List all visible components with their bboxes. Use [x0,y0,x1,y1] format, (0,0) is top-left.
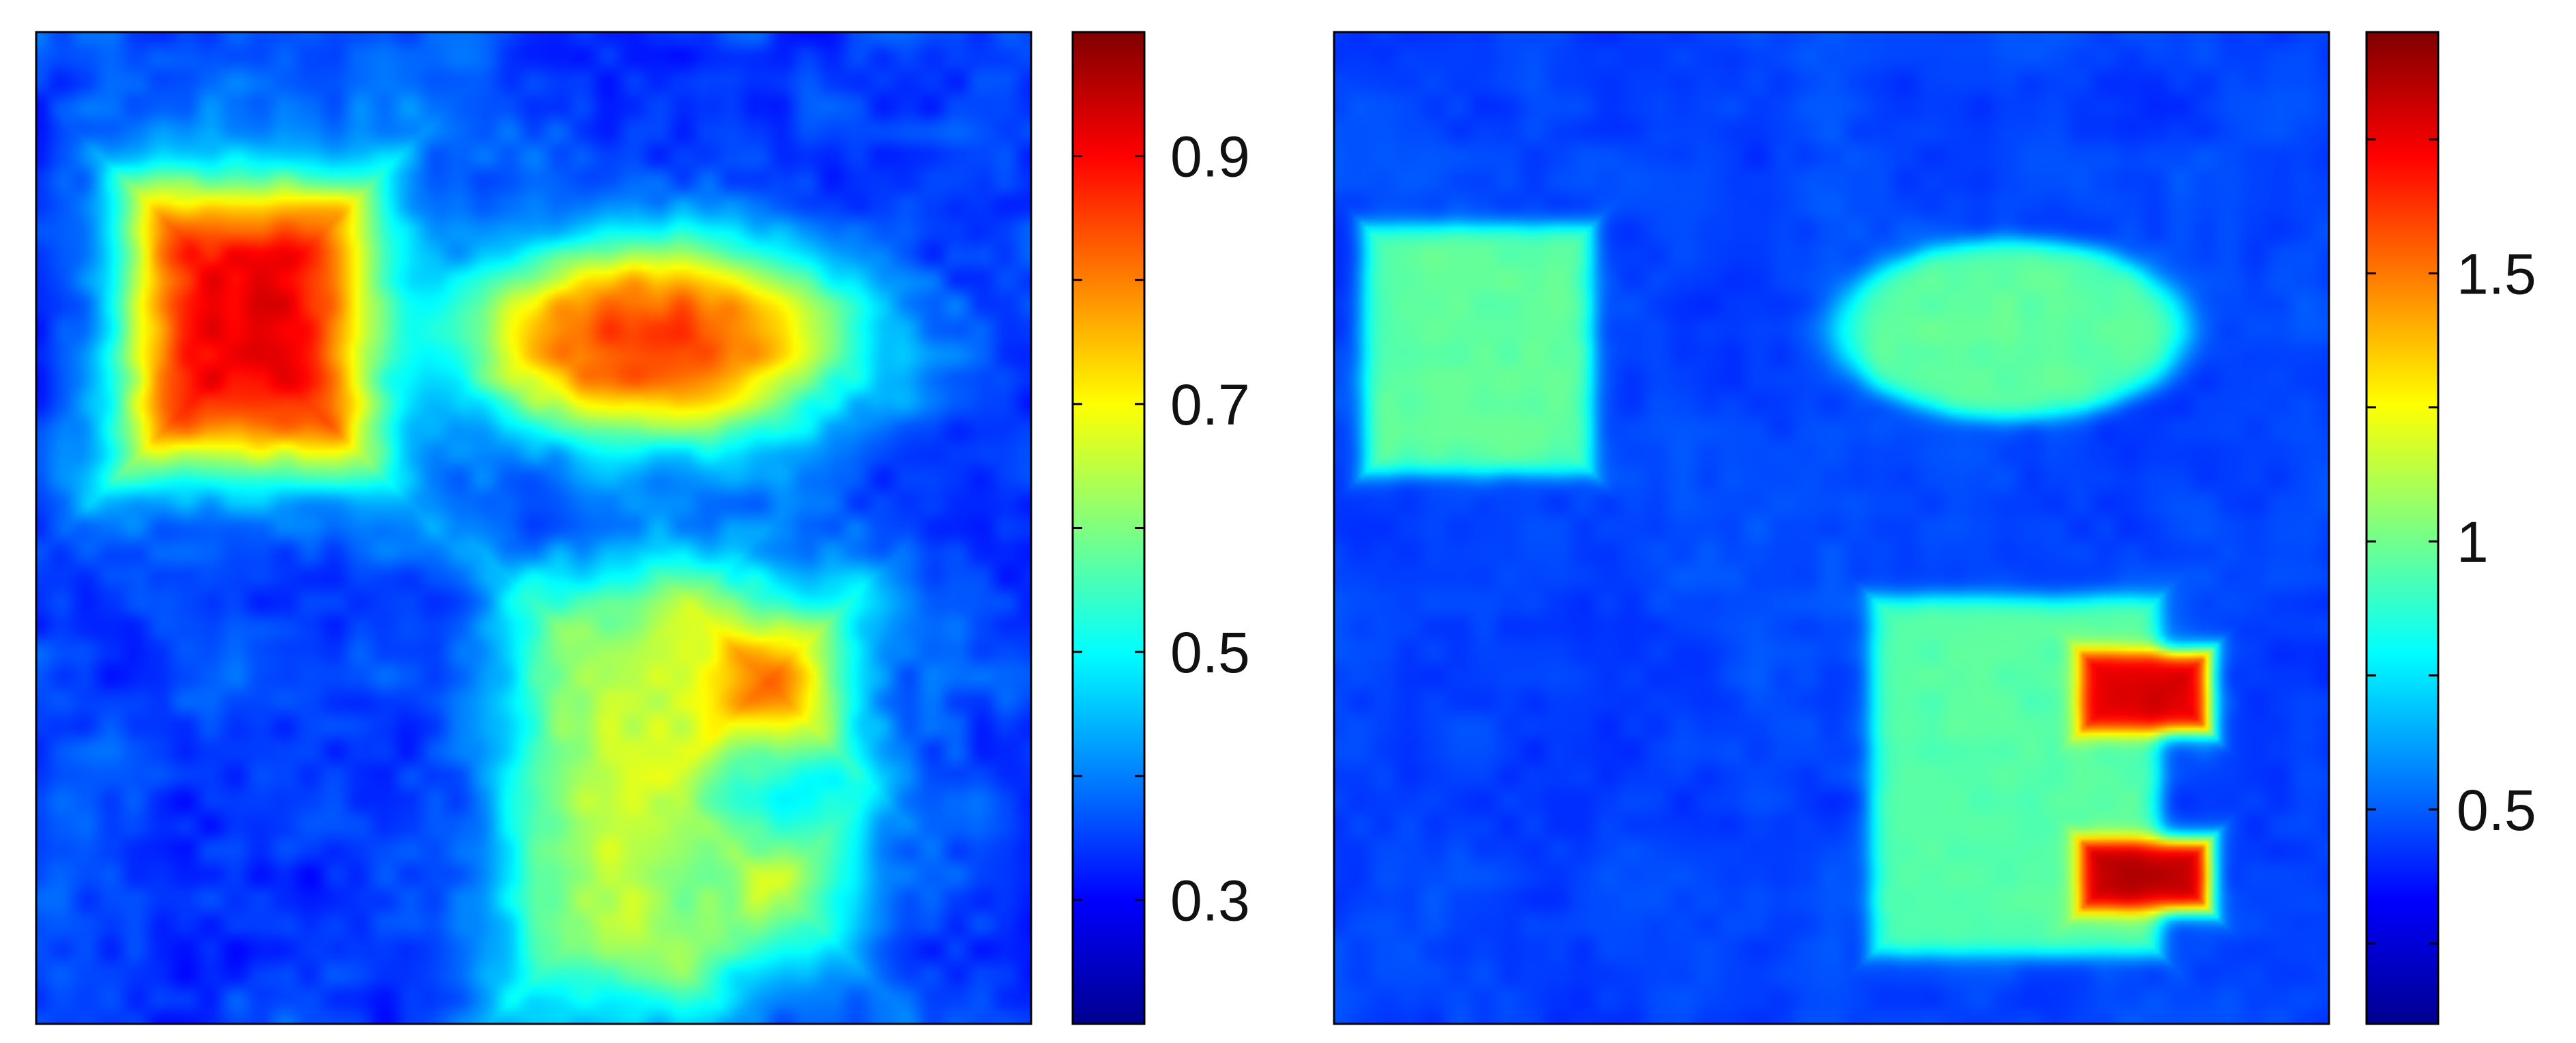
colorbar-1: 0.3 0.5 0.7 0.9 [1071,31,1250,1025]
colorbar-2-tick-label: 1 [2457,510,2489,574]
heatmap-image-1 [36,32,1031,1024]
colorbar-2-tick-label: 0.5 [2457,778,2536,842]
colorbar-1-tick-label: 0.3 [1170,868,1250,932]
colorbar-gradient-2 [2367,32,2438,1024]
colorbar-labels-2: 0.5 1 1.5 [2457,242,2536,842]
heatmap-axes-box-1 [35,31,1032,1025]
colorbar-gradient-1 [1073,32,1144,1024]
heatmap-panel-2 [1333,31,2330,1025]
colorbar-ticks-2 [2367,138,2438,945]
heatmap-axes-box-2 [1333,31,2330,1025]
colorbar-box-2 [2365,31,2440,1025]
colorbar-ticks-1 [1073,155,1144,901]
colorbar-1-tick-label: 0.7 [1170,373,1250,437]
colorbar-1-tick-label: 0.9 [1170,125,1250,189]
heatmap-panel-1 [35,31,1032,1025]
colorbar-2: 0.5 1 1.5 [2365,31,2536,1025]
colorbar-labels-1: 0.3 0.5 0.7 0.9 [1170,125,1250,933]
colorbar-1-tick-label: 0.5 [1170,620,1250,685]
colorbar-2-tick-label: 1.5 [2457,242,2536,306]
heatmap-image-2 [1334,32,2329,1024]
